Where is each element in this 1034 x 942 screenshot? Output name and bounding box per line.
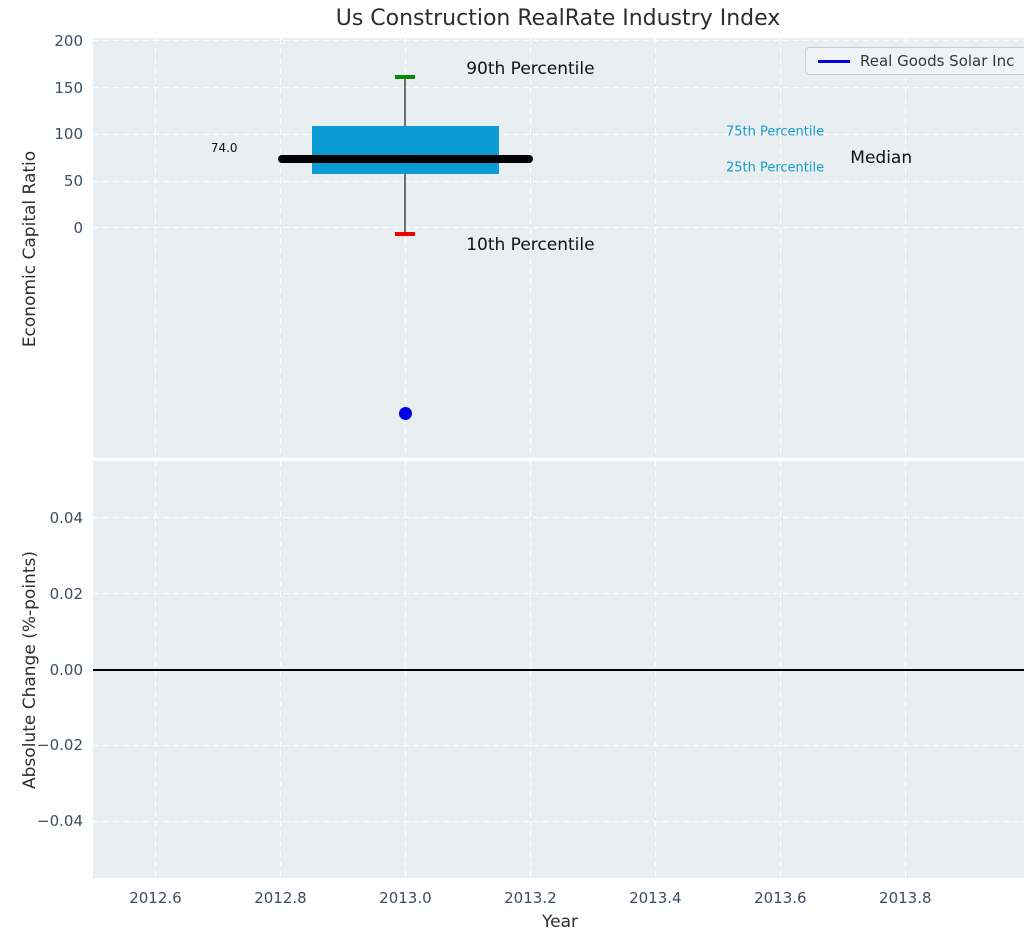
gridline-vertical (654, 38, 656, 458)
percentile-10-cap (395, 232, 416, 237)
x-axis-label: Year (542, 912, 578, 932)
x-tick-label: 2012.8 (254, 889, 307, 907)
gridline-horizontal (93, 517, 1024, 519)
y-tick-label: 0 (73, 218, 83, 237)
x-tick-label: 2013.6 (754, 889, 807, 907)
gridline-vertical (154, 38, 156, 458)
x-tick-label: 2013.8 (879, 889, 932, 907)
y-tick-label: 200 (54, 31, 83, 50)
gridline-vertical (779, 38, 781, 458)
annotation-75th-percentile: 75th Percentile (725, 124, 825, 140)
annotation-90th-percentile: 90th Percentile (466, 58, 595, 79)
x-tick-label: 2013.4 (629, 889, 682, 907)
company-data-point (398, 406, 412, 420)
y-tick-label: 50 (63, 172, 83, 191)
legend-line-swatch (818, 59, 850, 63)
chart-title: Us Construction RealRate Industry Index (335, 6, 781, 31)
zero-baseline (93, 668, 1024, 671)
gridline-horizontal (93, 87, 1024, 89)
interquartile-box (311, 126, 500, 175)
gridline-horizontal (93, 227, 1024, 229)
median-line (277, 154, 533, 163)
x-tick-label: 2013.2 (504, 889, 557, 907)
annotation-74-0: 74.0 (210, 141, 238, 156)
legend-box: Real Goods Solar Inc (805, 47, 1024, 75)
annotation-median: Median (850, 148, 913, 169)
gridline-horizontal (93, 593, 1024, 595)
gridline-vertical (404, 38, 406, 458)
percentile-90-cap (395, 75, 416, 80)
gridline-horizontal (93, 744, 1024, 746)
y-tick-label: −0.04 (37, 812, 83, 831)
x-tick-label: 2013.0 (379, 889, 432, 907)
annotation-10th-percentile: 10th Percentile (466, 234, 595, 255)
y-tick-label: 0.04 (49, 508, 83, 527)
legend-label: Real Goods Solar Inc (860, 52, 1015, 70)
x-tick-label: 2012.6 (129, 889, 182, 907)
gridline-horizontal (93, 133, 1024, 135)
bottom-subplot-area (93, 461, 1024, 878)
gridline-horizontal (93, 180, 1024, 182)
gridline-horizontal (93, 820, 1024, 822)
annotation-25th-percentile: 25th Percentile (725, 160, 825, 176)
y-tick-label: 0.00 (49, 660, 83, 679)
gridline-vertical (279, 38, 281, 458)
y-tick-label: 100 (54, 125, 83, 144)
y-tick-label: −0.02 (37, 736, 83, 755)
y-tick-label: 150 (54, 78, 83, 97)
top-subplot-area: Real Goods Solar Inc 90th Percentile 10th… (93, 38, 1024, 458)
gridline-vertical (904, 38, 906, 458)
gridline-horizontal (93, 40, 1024, 42)
y-tick-label: 0.02 (49, 584, 83, 603)
gridline-vertical (529, 38, 531, 458)
